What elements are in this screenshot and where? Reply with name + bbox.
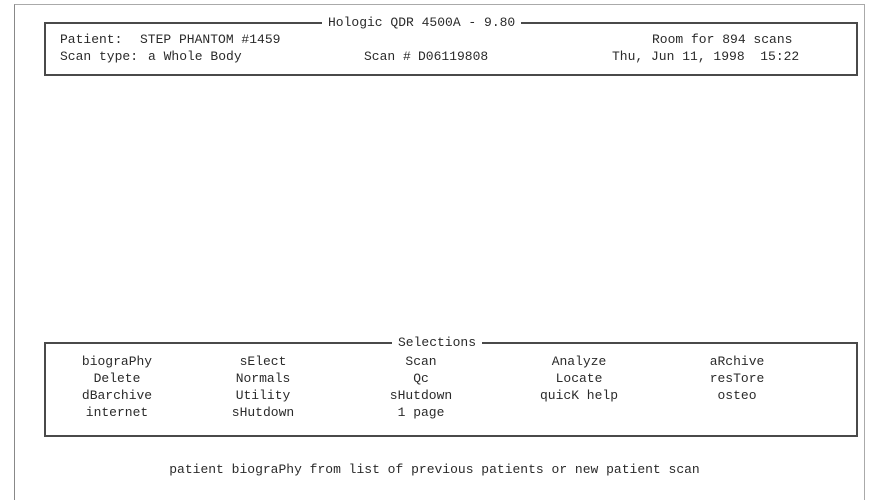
menu-osteo[interactable]: osteo: [717, 388, 757, 403]
menu-1-page[interactable]: 1 page: [397, 405, 445, 420]
app-title: Hologic QDR 4500A - 9.80: [322, 14, 522, 32]
menu-utility[interactable]: Utility: [235, 388, 291, 403]
menu-biography[interactable]: biograPhy: [81, 354, 153, 369]
header-panel: Hologic QDR 4500A - 9.80 Patient: STEP P…: [44, 14, 858, 76]
menu-archive[interactable]: aRchive: [709, 354, 765, 369]
menu-shutdown[interactable]: sHutdown: [389, 388, 453, 403]
menu-qc[interactable]: Qc: [413, 371, 429, 386]
menu-quick-help[interactable]: quicK help: [539, 388, 618, 403]
menu-dbarchive[interactable]: dBarchive: [81, 388, 153, 403]
room-status: Room for 894 scans: [652, 32, 793, 47]
patient-name: STEP PHANTOM #1459: [140, 32, 281, 47]
menu-scan[interactable]: Scan: [405, 354, 437, 369]
menu-delete[interactable]: Delete: [93, 371, 141, 386]
scan-type-label: Scan type:: [60, 49, 139, 64]
menu-restore[interactable]: resTore: [709, 371, 765, 386]
patient-label: Patient:: [60, 32, 123, 47]
menu-normals[interactable]: Normals: [235, 371, 291, 386]
menu-locate[interactable]: Locate: [555, 371, 603, 386]
status-line: patient biograPhy from list of previous …: [169, 462, 700, 477]
menu-analyze[interactable]: Analyze: [551, 354, 607, 369]
menu-internet[interactable]: internet: [85, 405, 149, 420]
scan-type-value: a Whole Body: [148, 49, 242, 64]
scan-number-value: D06119808: [418, 49, 489, 64]
date-time: Thu, Jun 11, 1998 15:22: [612, 49, 800, 64]
scan-number-label: Scan #: [364, 49, 411, 64]
selections-title: Selections: [392, 334, 483, 352]
selections-panel: Selections biograPhy Delete dBarchive in…: [44, 334, 858, 437]
menu-shutdown-2[interactable]: sHutdown: [231, 405, 295, 420]
terminal-frame: [14, 4, 865, 500]
menu-select[interactable]: sElect: [239, 354, 287, 369]
